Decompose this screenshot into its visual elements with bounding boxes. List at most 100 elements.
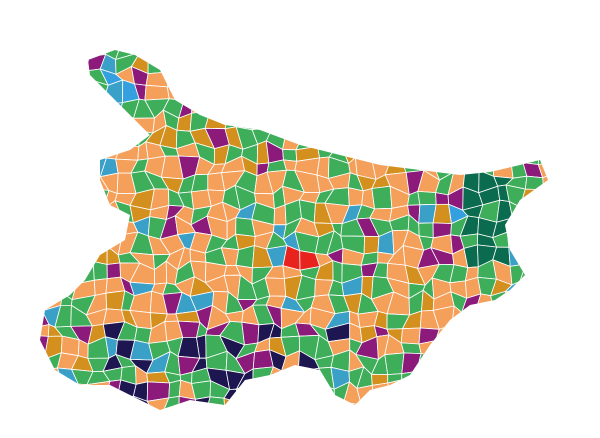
- constituency: [475, 307, 500, 328]
- constituency: [386, 149, 406, 165]
- constituency: [70, 238, 96, 250]
- constituency: [416, 353, 440, 372]
- constituency: [481, 126, 495, 143]
- constituency: [550, 66, 569, 89]
- constituency: [370, 99, 394, 121]
- constituency: [387, 50, 410, 74]
- constituency: [401, 352, 422, 375]
- constituency: [479, 52, 501, 71]
- constituency: [556, 307, 574, 328]
- constituency: [75, 413, 90, 431]
- constituency: [476, 394, 498, 410]
- constituency: [264, 102, 291, 120]
- constituency: [205, 396, 226, 410]
- constituency: [541, 110, 548, 134]
- constituency: [297, 68, 314, 85]
- constituency: [552, 188, 571, 208]
- constituency: [462, 50, 486, 54]
- constituency: [42, 394, 65, 410]
- constituency: [132, 117, 156, 134]
- constituency: [312, 102, 336, 120]
- constituency: [58, 128, 76, 149]
- constituency: [40, 219, 63, 238]
- constituency: [478, 351, 500, 374]
- constituency: [508, 246, 527, 267]
- constituency: [460, 99, 481, 118]
- constituency: [310, 50, 333, 70]
- constituency: [523, 365, 541, 388]
- constituency: [40, 159, 45, 174]
- constituency: [60, 335, 80, 357]
- constituency: [46, 51, 64, 74]
- constituency: [390, 80, 406, 103]
- constituency: [550, 418, 571, 426]
- constituency: [84, 125, 109, 147]
- constituency: [280, 51, 299, 72]
- constituency: [249, 67, 274, 89]
- constituency: [332, 260, 343, 284]
- constituency: [537, 247, 548, 271]
- constituency: [534, 327, 548, 343]
- constituency: [294, 383, 321, 404]
- constituency: [520, 398, 545, 410]
- constituency: [101, 102, 124, 117]
- constituency: [391, 399, 407, 410]
- constituency: [401, 379, 425, 406]
- constituency: [550, 235, 570, 253]
- constituency: [466, 141, 483, 166]
- constituency: [115, 145, 140, 161]
- constituency: [363, 235, 380, 255]
- constituency: [535, 365, 548, 388]
- constituency: [251, 413, 270, 433]
- constituency: [60, 187, 74, 206]
- constituency: [448, 72, 466, 88]
- constituency: [450, 386, 470, 400]
- constituency: [40, 355, 45, 371]
- constituency: [369, 86, 392, 105]
- constituency: [55, 263, 78, 285]
- constituency: [270, 67, 289, 89]
- constituency: [347, 187, 364, 207]
- constituency: [554, 326, 575, 342]
- constituency: [40, 130, 49, 145]
- constituency: [309, 126, 336, 151]
- constituency: [41, 279, 64, 299]
- constituency: [555, 97, 575, 118]
- constituency: [418, 110, 438, 134]
- constituency: [234, 64, 253, 89]
- constituency: [521, 247, 543, 271]
- constituency: [400, 50, 423, 74]
- constituency: [551, 174, 572, 192]
- constituency: [356, 419, 379, 432]
- constituency: [476, 113, 501, 133]
- constituency: [40, 170, 62, 193]
- constituency: [310, 65, 332, 88]
- constituency: [144, 84, 170, 101]
- constituency: [449, 154, 471, 175]
- constituency: [179, 417, 200, 433]
- constituency: [386, 124, 411, 151]
- constituency: [71, 79, 94, 106]
- constituency: [544, 66, 548, 88]
- constituency: [520, 306, 536, 331]
- constituency: [534, 231, 548, 249]
- constituency: [553, 382, 572, 402]
- constituency: [417, 127, 438, 144]
- constituency: [297, 50, 317, 70]
- constituency: [241, 321, 260, 346]
- constituency: [70, 222, 91, 241]
- constituency: [40, 219, 50, 238]
- constituency: [446, 336, 469, 355]
- constituency: [449, 414, 462, 432]
- constituency: [41, 50, 66, 59]
- constituency: [475, 325, 500, 341]
- constituency: [437, 383, 452, 400]
- constituency: [106, 262, 121, 280]
- constituency: [462, 351, 485, 373]
- constituency: [392, 418, 407, 435]
- constituency: [61, 201, 81, 226]
- constituency: [448, 79, 466, 101]
- constituency: [356, 102, 379, 121]
- constituency: [264, 111, 289, 136]
- constituency: [209, 102, 230, 117]
